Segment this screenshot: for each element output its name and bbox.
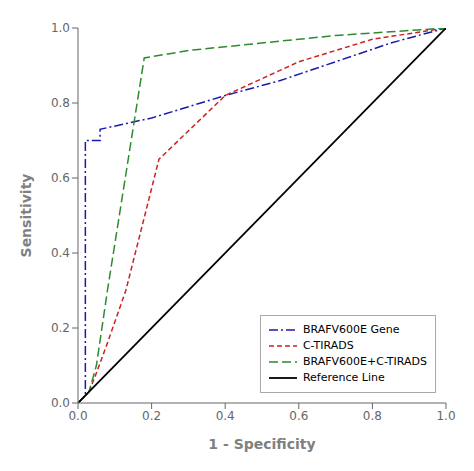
svg-text:0.4: 0.4 bbox=[216, 409, 235, 423]
html-text:Reference Line: Reference Line bbox=[302, 371, 385, 384]
svg-text:0.0: 0.0 bbox=[51, 396, 70, 410]
svg-text:Sensitivity: Sensitivity bbox=[18, 174, 34, 258]
svg-text:1.0: 1.0 bbox=[51, 21, 70, 35]
svg-text:1 - Specificity: 1 - Specificity bbox=[208, 436, 315, 452]
html-text:BRAFV600E+C-TIRADS: BRAFV600E+C-TIRADS bbox=[302, 355, 427, 368]
html-text:BRAFV600E Gene: BRAFV600E Gene bbox=[302, 323, 400, 336]
html-text:C-TIRADS: C-TIRADS bbox=[302, 339, 354, 352]
svg-text:0.2: 0.2 bbox=[51, 321, 70, 335]
svg-text:0.6: 0.6 bbox=[51, 171, 70, 185]
svg-text:0.2: 0.2 bbox=[142, 409, 161, 423]
svg-text:0.8: 0.8 bbox=[51, 96, 70, 110]
svg-text:0.4: 0.4 bbox=[51, 246, 70, 260]
svg-text:1.0: 1.0 bbox=[436, 409, 455, 423]
svg-text:0.0: 0.0 bbox=[68, 409, 87, 423]
svg-text:0.8: 0.8 bbox=[363, 409, 382, 423]
svg-text:0.6: 0.6 bbox=[289, 409, 308, 423]
